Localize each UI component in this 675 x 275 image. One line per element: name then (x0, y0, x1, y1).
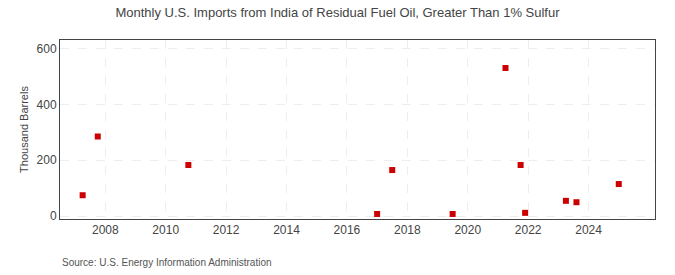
svg-text:Monthly U.S. Imports from Indi: Monthly U.S. Imports from India of Resid… (115, 5, 560, 20)
svg-text:Thousand Barrels: Thousand Barrels (18, 86, 30, 173)
svg-text:Source: U.S. Energy Informatio: Source: U.S. Energy Information Administ… (62, 257, 272, 268)
svg-text:200: 200 (37, 153, 57, 167)
svg-text:2024: 2024 (575, 223, 602, 237)
svg-text:2018: 2018 (394, 223, 421, 237)
svg-text:400: 400 (37, 98, 57, 112)
svg-text:0: 0 (50, 209, 57, 223)
svg-text:2010: 2010 (152, 223, 179, 237)
svg-text:600: 600 (37, 42, 57, 56)
svg-text:2012: 2012 (213, 223, 240, 237)
svg-text:2014: 2014 (273, 223, 300, 237)
svg-text:2016: 2016 (334, 223, 361, 237)
svg-text:2008: 2008 (92, 223, 119, 237)
svg-text:2022: 2022 (515, 223, 542, 237)
svg-text:2020: 2020 (454, 223, 481, 237)
